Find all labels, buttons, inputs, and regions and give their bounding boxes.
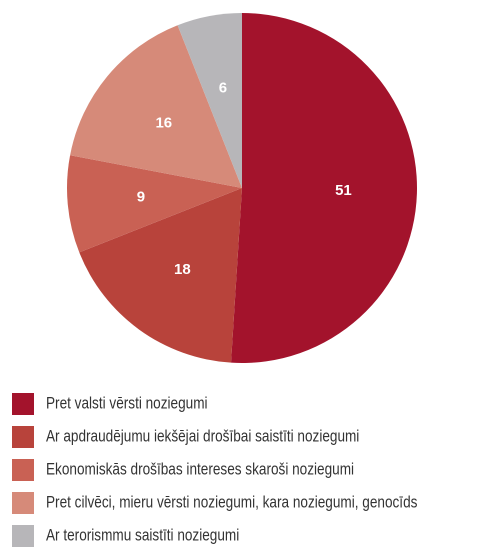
slice-label: 9 [137,189,145,206]
legend-label: Pret valsti vērsti noziegumi [46,394,208,413]
legend-swatch [12,459,34,481]
legend-swatch [12,426,34,448]
legend-swatch [12,525,34,547]
slice-label: 18 [174,261,191,278]
pie-slice [70,25,242,188]
legend-label: Ar apdraudējumu iekšējai drošībai saistī… [46,427,359,446]
slice-label: 6 [219,79,227,96]
legend-label: Ar terorismmu saistīti noziegumi [46,526,239,545]
legend-label: Pret cilvēci, mieru vērsti noziegumi, ka… [46,493,418,512]
slice-label: 51 [335,182,352,199]
pie-slice [66,155,242,253]
legend-label: Ekonomiskās drošības intereses skaroši n… [46,460,354,479]
legend-swatch [12,393,34,415]
pie-slice [177,13,242,188]
slice-label: 16 [155,114,172,131]
legend-swatch [12,492,34,514]
pie-slice [231,13,418,363]
pie-slice [79,188,242,363]
